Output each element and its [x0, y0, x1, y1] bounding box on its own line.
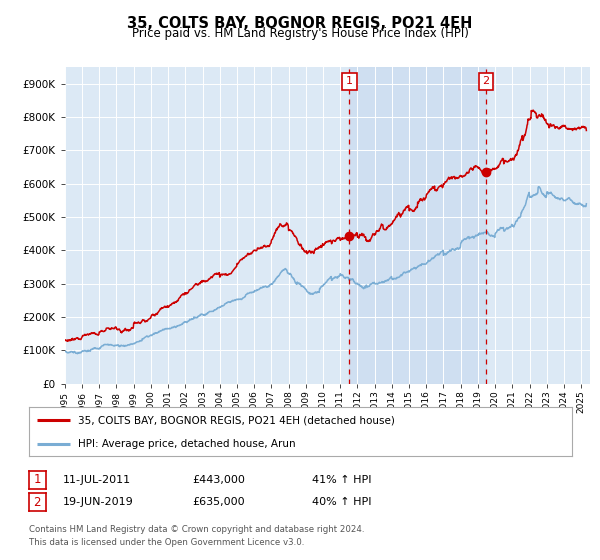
- Bar: [349, 67, 486, 384]
- Text: 2: 2: [34, 496, 41, 509]
- Text: 35, COLTS BAY, BOGNOR REGIS, PO21 4EH: 35, COLTS BAY, BOGNOR REGIS, PO21 4EH: [127, 16, 473, 31]
- Text: 2: 2: [482, 76, 490, 86]
- Text: 40% ↑ HPI: 40% ↑ HPI: [312, 497, 371, 507]
- Text: Price paid vs. HM Land Registry's House Price Index (HPI): Price paid vs. HM Land Registry's House …: [131, 27, 469, 40]
- Text: 11-JUL-2011: 11-JUL-2011: [63, 475, 131, 485]
- Text: HPI: Average price, detached house, Arun: HPI: Average price, detached house, Arun: [77, 439, 295, 449]
- Text: £443,000: £443,000: [192, 475, 245, 485]
- Text: 1: 1: [34, 473, 41, 487]
- Text: 35, COLTS BAY, BOGNOR REGIS, PO21 4EH (detached house): 35, COLTS BAY, BOGNOR REGIS, PO21 4EH (d…: [77, 416, 395, 426]
- Text: £635,000: £635,000: [192, 497, 245, 507]
- Text: 41% ↑ HPI: 41% ↑ HPI: [312, 475, 371, 485]
- Text: 19-JUN-2019: 19-JUN-2019: [63, 497, 134, 507]
- Text: 1: 1: [346, 76, 353, 86]
- Text: Contains HM Land Registry data © Crown copyright and database right 2024.
This d: Contains HM Land Registry data © Crown c…: [29, 525, 364, 547]
